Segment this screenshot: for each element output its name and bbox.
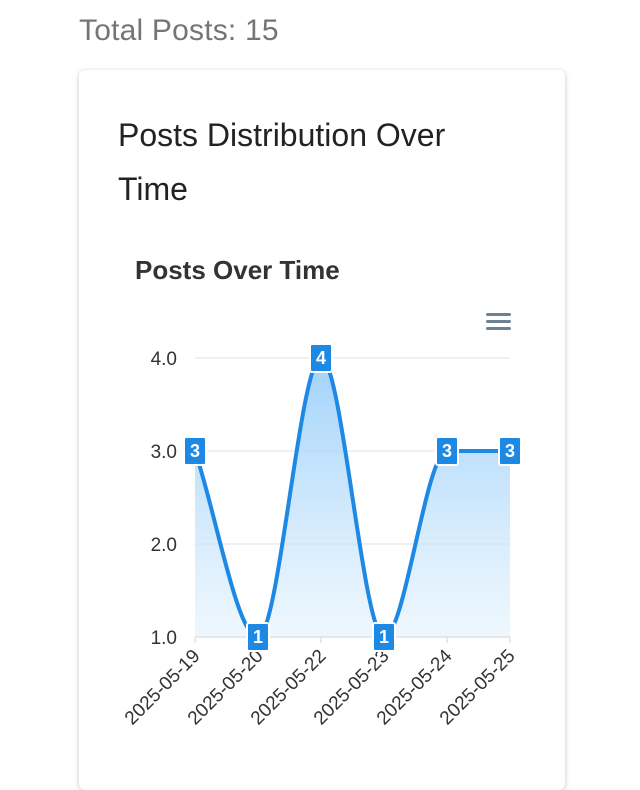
hamburger-menu-icon <box>486 313 511 330</box>
data-label-value: 4 <box>316 348 326 368</box>
data-label-value: 3 <box>442 441 452 461</box>
y-axis-ticks: 1.0 2.0 3.0 4.0 <box>151 349 177 649</box>
chart-menu-button[interactable] <box>480 308 516 336</box>
data-label-box <box>372 622 396 652</box>
data-label: 1 <box>246 622 270 652</box>
x-axis-ticks: 2025-05-192025-05-202025-05-222025-05-23… <box>121 645 520 729</box>
data-label-box <box>309 343 333 373</box>
total-posts-count: Total Posts: 15 <box>79 14 279 47</box>
y-tick-label: 1.0 <box>151 628 177 649</box>
data-label-box <box>498 436 522 466</box>
data-label: 3 <box>435 436 459 466</box>
data-label: 1 <box>372 622 396 652</box>
chart-title: Posts Over Time <box>135 255 340 285</box>
data-label-value: 1 <box>379 627 389 647</box>
data-label: 4 <box>309 343 333 373</box>
x-axis <box>194 636 511 643</box>
y-tick-label: 3.0 <box>151 442 177 463</box>
data-label: 3 <box>498 436 522 466</box>
data-label-value: 3 <box>190 441 200 461</box>
data-label-box <box>183 436 207 466</box>
data-label-value: 3 <box>505 441 515 461</box>
card-title: Posts Distribution Over Time <box>118 117 446 207</box>
data-labels: 3 1 4 1 3 3 <box>183 343 522 652</box>
data-label-box <box>435 436 459 466</box>
posts-over-time-chart: Posts Over Time 1.0 2.0 3.0 4.0 2025-05-192… <box>121 255 522 729</box>
data-label: 3 <box>183 436 207 466</box>
data-label-box <box>246 622 270 652</box>
y-tick-label: 2.0 <box>151 535 177 556</box>
y-tick-label: 4.0 <box>151 349 177 370</box>
data-label-value: 1 <box>253 627 263 647</box>
